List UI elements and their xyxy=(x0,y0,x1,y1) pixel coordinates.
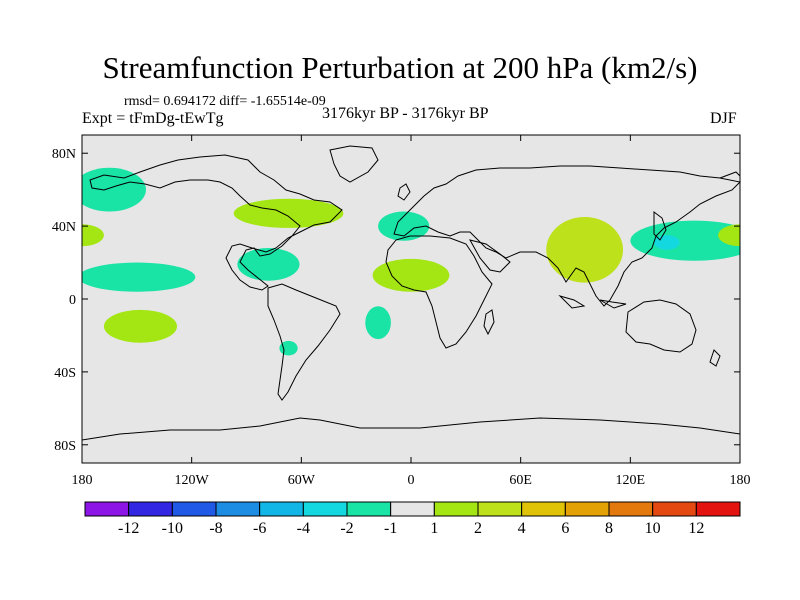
colorbar-label: -8 xyxy=(209,520,222,537)
anomaly-region xyxy=(103,309,178,343)
colorbar-swatch xyxy=(652,501,697,517)
lat-tick-label: 80S xyxy=(54,439,76,454)
anomaly-region xyxy=(82,224,104,247)
colorbar-label: 6 xyxy=(561,520,569,537)
latitude-axis: 80N 40N 0 40S 80S xyxy=(52,147,740,454)
colorbar-label: 10 xyxy=(645,520,661,537)
anomaly-region xyxy=(630,220,740,261)
colorbar-label: -1 xyxy=(384,520,397,537)
lat-tick-label: 0 xyxy=(69,293,76,308)
colorbar-swatch xyxy=(346,501,392,517)
colorbar-label: -12 xyxy=(118,520,139,537)
map-background xyxy=(82,135,740,463)
stats-subtitle: rmsd= 0.694172 diff= -1.65514e-09 xyxy=(124,94,326,109)
anomaly-region xyxy=(237,247,300,281)
colorbar-swatch xyxy=(215,501,261,517)
period-label: 3176kyr BP - 3176kyr BP xyxy=(322,105,489,122)
anomaly-region xyxy=(82,262,196,292)
colorbar-label: 8 xyxy=(605,520,613,537)
anomaly-region xyxy=(365,306,391,340)
colorbar-swatch xyxy=(390,501,435,517)
anomaly-region xyxy=(546,217,624,283)
lon-tick-label: 60W xyxy=(288,473,316,488)
colorbar: -12 -10 -8 -6 -4 -2 -1 1 2 4 6 8 10 12 xyxy=(84,501,741,537)
lon-tick-label: 120E xyxy=(616,473,646,488)
anomaly-region xyxy=(378,211,430,241)
colorbar-label: -2 xyxy=(340,520,353,537)
lat-tick-label: 40N xyxy=(52,220,76,235)
chart-title: Streamfunction Perturbation at 200 hPa (… xyxy=(102,50,698,85)
colorbar-swatch xyxy=(608,501,654,517)
colorbar-swatch xyxy=(695,501,741,517)
anomaly-region xyxy=(718,224,740,247)
season-label: DJF xyxy=(710,110,737,127)
lon-tick-label: 120W xyxy=(175,473,210,488)
colorbar-swatch xyxy=(171,501,217,517)
lat-tick-label: 40S xyxy=(54,366,76,381)
colorbar-swatch xyxy=(84,501,130,517)
colorbar-swatch xyxy=(564,501,610,517)
lon-tick-label: 180 xyxy=(72,473,93,488)
colorbar-swatch xyxy=(521,501,566,517)
experiment-label: Expt = tFmDg-tEwTg xyxy=(82,110,224,127)
coastlines xyxy=(81,145,742,441)
anomaly-region xyxy=(233,198,344,228)
colorbar-swatch xyxy=(302,501,348,517)
colorbar-label: 12 xyxy=(688,520,704,537)
anomaly-fields xyxy=(82,167,740,356)
colorbar-label: 1 xyxy=(430,520,438,537)
colorbar-label: -6 xyxy=(253,520,266,537)
colorbar-swatch xyxy=(477,501,523,517)
colorbar-swatch xyxy=(433,501,479,517)
lat-tick-label: 80N xyxy=(52,147,76,162)
lon-tick-label: 60E xyxy=(509,473,532,488)
anomaly-region xyxy=(372,258,450,292)
colorbar-swatch xyxy=(259,501,304,517)
colorbar-swatch xyxy=(128,501,173,517)
colorbar-label: -4 xyxy=(297,520,310,537)
colorbar-label: 2 xyxy=(474,520,482,537)
anomaly-region xyxy=(82,167,146,212)
lon-tick-label: 0 xyxy=(408,473,415,488)
longitude-axis: 180 120W 60W 0 60E 120E 180 xyxy=(72,135,751,488)
colorbar-label: 4 xyxy=(518,520,526,537)
lon-tick-label: 180 xyxy=(730,473,751,488)
colorbar-label: -10 xyxy=(162,520,183,537)
